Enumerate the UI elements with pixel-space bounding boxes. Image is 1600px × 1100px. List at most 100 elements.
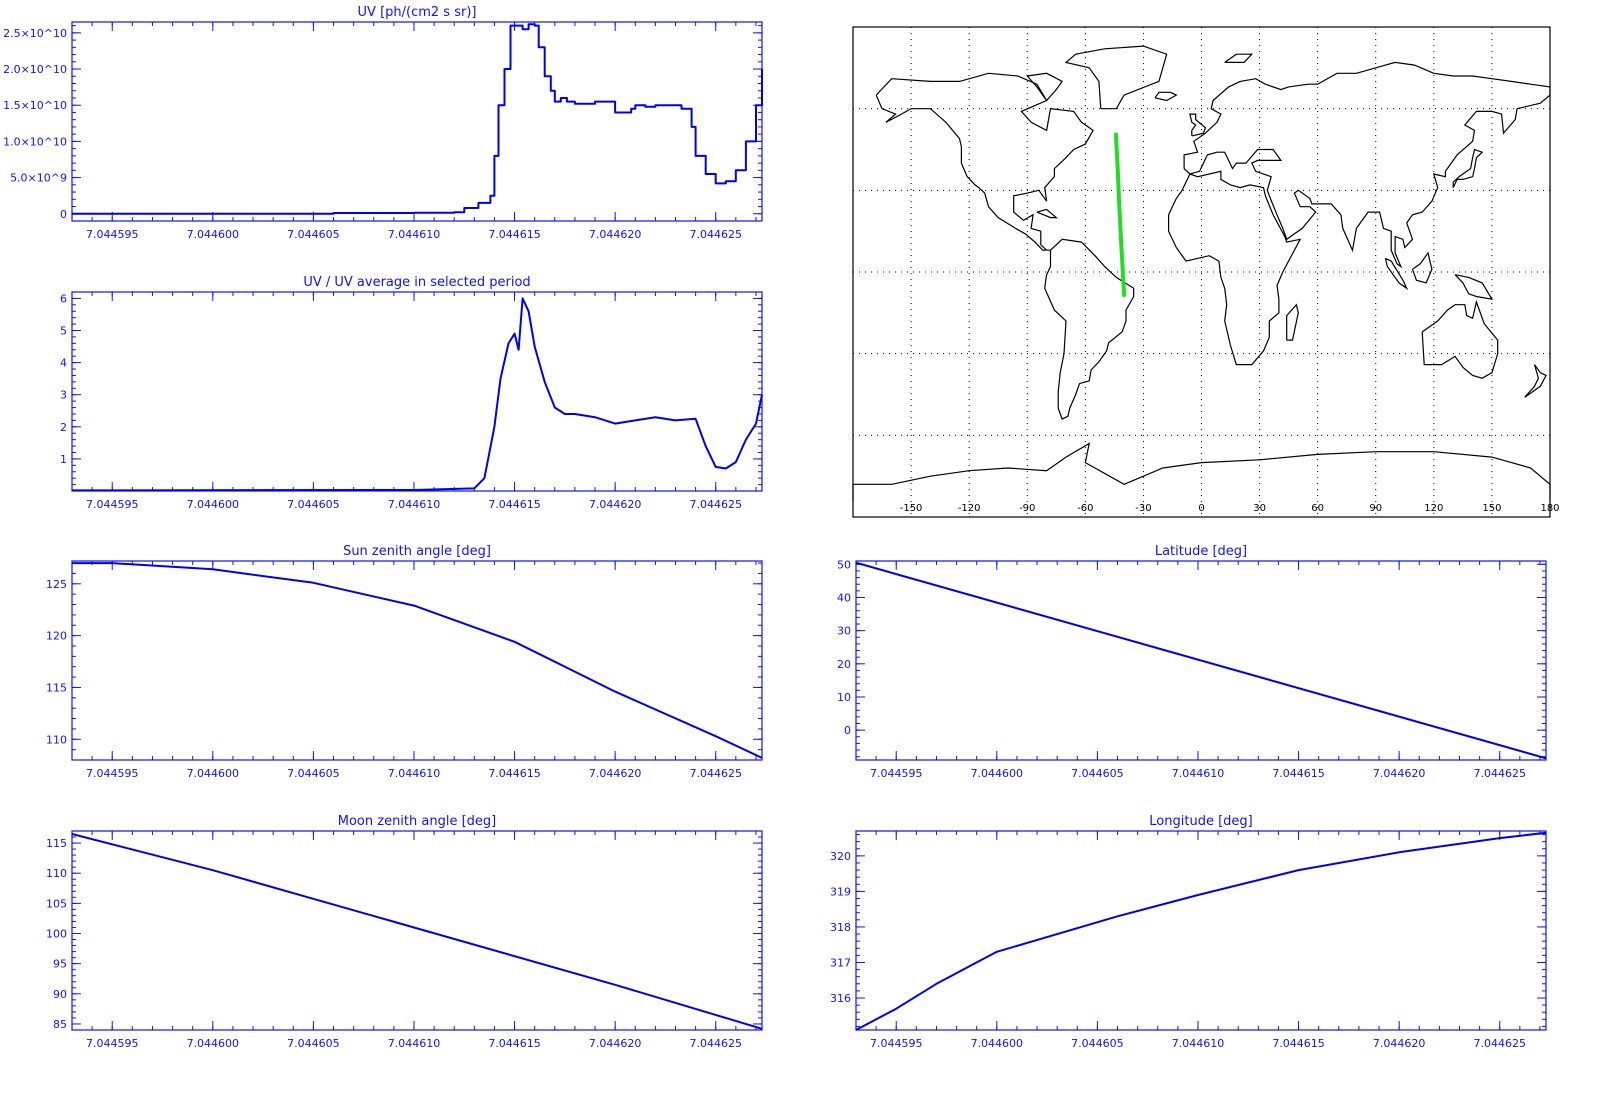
moon-y-tick-label: 85 [53, 1018, 67, 1031]
lat-x-tick-label: 7.044615 [1272, 767, 1325, 780]
uvavg-x-tick-label: 7.044595 [86, 498, 139, 511]
moon-y-tick-label: 100 [46, 928, 67, 941]
moon-x-tick-label: 7.044610 [388, 1037, 441, 1050]
sun-series-line [72, 562, 763, 759]
coastline-sumatra [1384, 257, 1409, 291]
coastline-cuba [1036, 208, 1058, 219]
lat-y-tick-label: 40 [837, 591, 851, 604]
sun-x-tick-label: 7.044615 [488, 767, 541, 780]
uv-x-tick-label: 7.044615 [488, 228, 541, 241]
sun-y-minor-ticks [72, 562, 762, 761]
sun-y-tick-label: 115 [46, 681, 67, 694]
lon-y-tick-label: 319 [830, 885, 851, 898]
lon-x-tick-label: 7.044600 [971, 1037, 1024, 1050]
moon-x-minor-ticks [91, 831, 757, 1030]
coastline-japan [1452, 148, 1484, 188]
lon-x-tick-label: 7.044610 [1172, 1037, 1225, 1050]
uvavg-y-minor-ticks [72, 291, 762, 492]
uvavg-panel: UV / UV average in selected period 7.0445… [60, 275, 763, 511]
lat-series-line [855, 561, 1547, 760]
uv-title: UV [ph/(cm2 s sr)] [358, 5, 477, 20]
lat-x-tick-label: 7.044620 [1373, 767, 1426, 780]
coastline-baffin-island [1026, 72, 1063, 101]
coastline-south-america [1044, 238, 1135, 420]
lat-x-tick-label: 7.044625 [1473, 767, 1526, 780]
lon-y-tick-label: 320 [830, 850, 851, 863]
uv-x-tick-label: 7.044605 [287, 228, 340, 241]
map-coastlines [852, 45, 1551, 501]
map-lon-label: 30 [1253, 503, 1266, 514]
sun-x-tick-label: 7.044625 [689, 767, 742, 780]
lon-plot-frame [855, 830, 1547, 1031]
moon-y-tick-label: 115 [46, 837, 67, 850]
sun-x-minor-ticks [91, 561, 757, 760]
lon-panel: Longitude [deg] 7.044595 7.044600 7.044605 7… [830, 814, 1547, 1050]
uv-y-tick-label: 5.0×10^9 [10, 172, 67, 185]
lon-x-tick-label: 7.044605 [1071, 1037, 1124, 1050]
moon-y-tick-label: 90 [53, 988, 67, 1001]
uv-y-tick-label: 1.5×10^10 [3, 99, 67, 112]
uv-x-tick-label: 7.044600 [187, 228, 240, 241]
lat-x-tick-label: 7.044605 [1071, 767, 1124, 780]
sun-title: Sun zenith angle [deg] [343, 544, 491, 559]
map-lon-label: 150 [1482, 503, 1501, 514]
sun-panel: Sun zenith angle [deg] 7.044595 7.044600 7.… [46, 544, 763, 780]
lon-y-tick-label: 317 [830, 956, 851, 969]
lon-x-tick-label: 7.044625 [1473, 1037, 1526, 1050]
lat-x-tick-label: 7.044610 [1172, 767, 1225, 780]
lat-y-tick-label: 50 [837, 558, 851, 571]
map-lon-label: 120 [1424, 503, 1443, 514]
moon-title: Moon zenith angle [deg] [338, 814, 496, 829]
lat-y-tick-label: 30 [837, 625, 851, 638]
sun-y-tick-label: 110 [46, 733, 67, 746]
moon-x-tick-label: 7.044615 [488, 1037, 541, 1050]
lat-y-tick-label: 0 [844, 724, 851, 737]
uv-y-minor-ticks [72, 25, 762, 222]
sun-y-tick-label: 125 [46, 578, 67, 591]
sun-x-tick-label: 7.044620 [589, 767, 642, 780]
uv-plot-frame [71, 21, 763, 222]
map-lon-label: -150 [900, 503, 923, 514]
map-lon-label: 60 [1311, 503, 1324, 514]
uvavg-y-tick-label: 4 [60, 357, 67, 370]
lat-y-minor-ticks [856, 563, 1546, 758]
satellite-ground-track [1113, 132, 1127, 298]
lat-panel: Latitude [deg] 7.044595 7.044600 7.044605 7.… [837, 544, 1547, 780]
uv-x-tick-label: 7.044610 [388, 228, 441, 241]
coastline-greenland [1064, 45, 1168, 110]
coastline-svalbard [1224, 53, 1254, 64]
sun-x-tick-label: 7.044600 [187, 767, 240, 780]
moon-x-tick-label: 7.044605 [287, 1037, 340, 1050]
moon-y-tick-label: 95 [53, 958, 67, 971]
uv-x-tick-label: 7.044620 [589, 228, 642, 241]
uv-y-tick-label: 2.5×10^10 [3, 27, 67, 40]
moon-x-tick-label: 7.044625 [689, 1037, 742, 1050]
lon-x-minor-ticks [875, 831, 1541, 1030]
uvavg-x-tick-label: 7.044600 [187, 498, 240, 511]
lat-y-tick-label: 10 [837, 691, 851, 704]
uvavg-x-tick-label: 7.044615 [488, 498, 541, 511]
map-lon-label: 180 [1540, 503, 1559, 514]
uvavg-y-tick-label: 6 [60, 292, 67, 305]
uv-series-line [72, 23, 763, 215]
lon-title: Longitude [deg] [1149, 814, 1252, 829]
sun-x-tick-label: 7.044610 [388, 767, 441, 780]
uvavg-title: UV / UV average in selected period [303, 275, 530, 290]
lon-y-minor-ticks [856, 834, 1546, 1027]
coastline-borneo [1411, 251, 1433, 284]
uvavg-y-tick-label: 2 [60, 421, 67, 434]
uv-x-tick-label: 7.044625 [689, 228, 742, 241]
uvavg-x-tick-label: 7.044605 [287, 498, 340, 511]
uv-y-tick-label: 2.0×10^10 [3, 63, 67, 76]
lon-y-tick-label: 318 [830, 921, 851, 934]
moon-series-line [71, 833, 763, 1030]
uvavg-y-tick-label: 5 [60, 325, 67, 338]
map-lon-label: -120 [958, 503, 981, 514]
uvavg-x-tick-label: 7.044625 [689, 498, 742, 511]
moon-panel: Moon zenith angle [deg] 7.044595 7.044600 7… [46, 814, 763, 1050]
lon-x-tick-label: 7.044595 [870, 1037, 923, 1050]
lon-series-line [855, 831, 1547, 1031]
uvavg-series-line [71, 297, 763, 492]
uvavg-y-tick-label: 1 [60, 453, 67, 466]
lon-x-tick-label: 7.044615 [1272, 1037, 1325, 1050]
